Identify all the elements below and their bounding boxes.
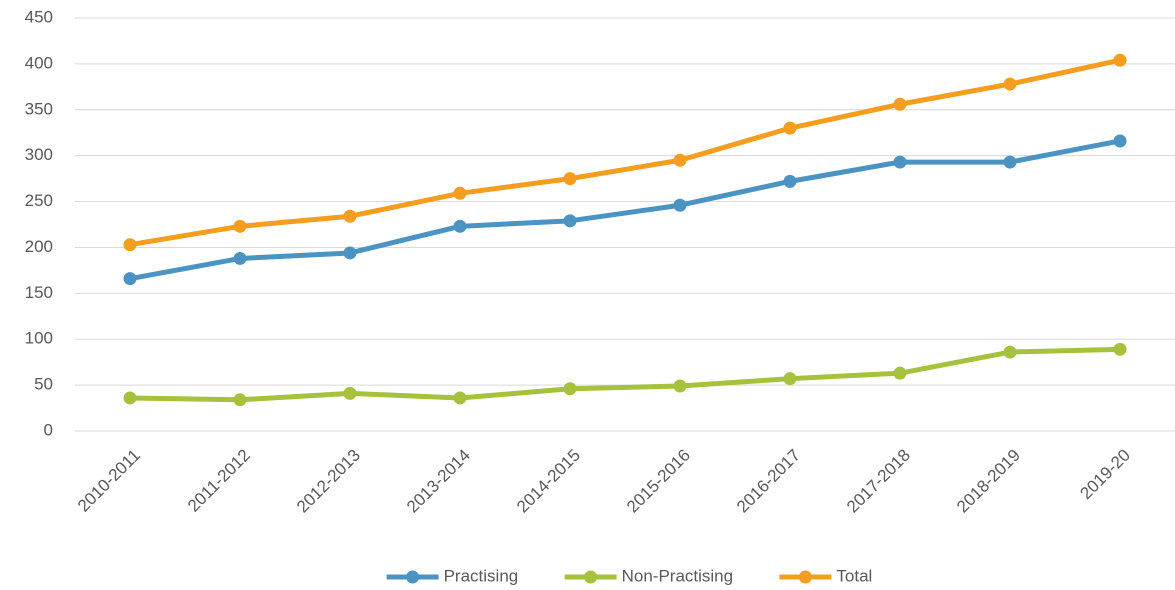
point: [233, 251, 247, 265]
x-tick-label: 2017-2018: [843, 446, 914, 517]
y-tick-label: 150: [25, 283, 53, 302]
point: [1003, 345, 1017, 359]
point: [673, 198, 687, 212]
point: [453, 391, 467, 405]
point: [1113, 53, 1127, 67]
point: [893, 97, 907, 111]
legend-label: Practising: [444, 566, 519, 585]
point: [1003, 77, 1017, 91]
series-line: [129, 138, 1121, 282]
y-tick-label: 450: [25, 7, 53, 26]
x-tick-label: 2019-20: [1076, 446, 1134, 504]
y-tick-label: 100: [25, 329, 53, 348]
point: [563, 172, 577, 186]
legend-label: Total: [836, 566, 872, 585]
y-tick-label: 250: [25, 191, 53, 210]
point: [1113, 134, 1127, 148]
y-tick-label: 300: [25, 145, 53, 164]
point: [453, 186, 467, 200]
x-tick-label: 2018-2019: [953, 446, 1024, 517]
point: [123, 272, 137, 286]
point: [563, 214, 577, 228]
y-tick-label: 50: [34, 375, 53, 394]
point: [673, 379, 687, 393]
point: [453, 219, 467, 233]
x-tick-label: 2013-2014: [403, 446, 474, 517]
legend-marker: [798, 570, 812, 584]
point: [233, 219, 247, 233]
x-tick-label: 2010-2011: [74, 446, 144, 516]
series-line: [129, 57, 1121, 248]
point: [783, 121, 797, 135]
point: [783, 174, 797, 188]
point: [233, 393, 247, 407]
point: [123, 238, 137, 252]
x-tick-label: 2011-2012: [184, 446, 254, 516]
point: [1113, 342, 1127, 356]
y-tick-label: 200: [25, 237, 53, 256]
point: [893, 155, 907, 169]
point: [123, 391, 137, 405]
point: [673, 153, 687, 167]
y-tick-label: 350: [25, 99, 53, 118]
x-tick-label: 2014-2015: [513, 446, 584, 517]
legend-label: Non-Practising: [622, 566, 734, 585]
point: [343, 209, 357, 223]
point: [1003, 155, 1017, 169]
x-tick-label: 2015-2016: [623, 446, 694, 517]
point: [893, 366, 907, 380]
point: [563, 382, 577, 396]
point: [783, 372, 797, 386]
legend-marker: [584, 570, 598, 584]
point: [343, 246, 357, 260]
x-tick-label: 2016-2017: [733, 446, 804, 517]
x-tick-label: 2012-2013: [293, 446, 364, 517]
y-tick-label: 0: [44, 420, 53, 439]
series-line: [129, 346, 1121, 403]
point: [343, 386, 357, 400]
legend-marker: [406, 570, 420, 584]
y-tick-label: 400: [25, 53, 53, 72]
